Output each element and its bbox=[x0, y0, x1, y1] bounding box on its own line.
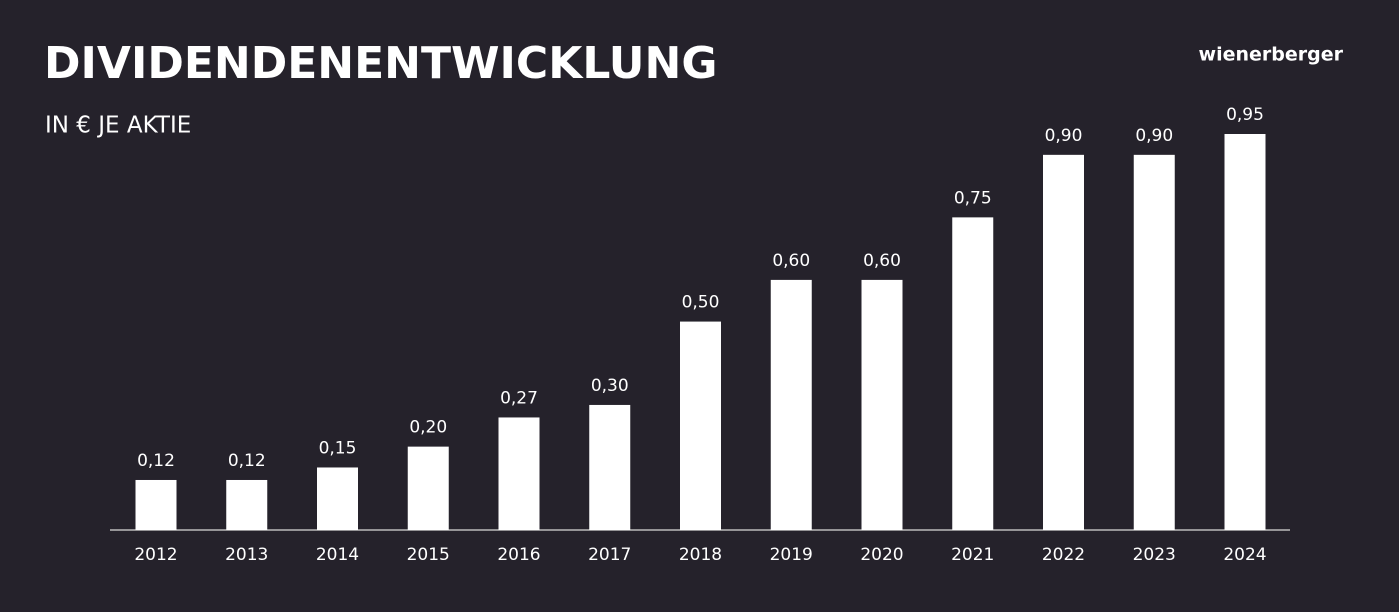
bar bbox=[680, 321, 721, 530]
bar bbox=[589, 404, 631, 530]
chart-subtitle: IN € JE AKTIE bbox=[45, 113, 191, 139]
value-label: 0,95 bbox=[1226, 105, 1264, 125]
value-label: 0,20 bbox=[409, 418, 447, 438]
bar bbox=[1043, 154, 1084, 530]
x-tick-label: 2022 bbox=[1042, 545, 1085, 565]
bar bbox=[407, 446, 449, 530]
value-label: 0,60 bbox=[772, 251, 810, 271]
bar bbox=[317, 467, 358, 530]
bar bbox=[952, 217, 994, 531]
value-label: 0,90 bbox=[1045, 126, 1083, 146]
brand-logo: wienerberger bbox=[1199, 44, 1344, 66]
x-tick-label: 2012 bbox=[134, 545, 177, 565]
value-label: 0,12 bbox=[137, 451, 175, 471]
bar bbox=[861, 279, 903, 530]
bar bbox=[1133, 154, 1175, 530]
value-label: 0,15 bbox=[319, 438, 357, 458]
value-label: 0,75 bbox=[954, 188, 992, 208]
x-tick-label: 2013 bbox=[225, 545, 268, 565]
bar bbox=[135, 479, 177, 530]
value-label: 0,50 bbox=[682, 293, 720, 313]
value-label: 0,27 bbox=[500, 388, 538, 408]
bar bbox=[226, 479, 268, 530]
value-label: 0,60 bbox=[863, 251, 901, 271]
x-tick-label: 2015 bbox=[407, 545, 450, 565]
x-tick-label: 2023 bbox=[1133, 545, 1176, 565]
bar bbox=[1224, 134, 1266, 530]
value-label: 0,12 bbox=[228, 451, 266, 471]
x-tick-label: 2018 bbox=[679, 545, 722, 565]
chart-title: DIVIDENDENENTWICKLUNG bbox=[44, 38, 717, 89]
x-tick-label: 2016 bbox=[497, 545, 540, 565]
value-label: 0,90 bbox=[1135, 126, 1173, 146]
x-tick-label: 2024 bbox=[1223, 545, 1266, 565]
value-label: 0,30 bbox=[591, 376, 629, 396]
bar bbox=[498, 417, 540, 530]
bar bbox=[770, 279, 812, 530]
x-tick-label: 2014 bbox=[316, 545, 359, 565]
x-tick-label: 2019 bbox=[770, 545, 813, 565]
x-tick-label: 2021 bbox=[951, 545, 994, 565]
x-tick-label: 2017 bbox=[588, 545, 631, 565]
x-tick-label: 2020 bbox=[860, 545, 903, 565]
